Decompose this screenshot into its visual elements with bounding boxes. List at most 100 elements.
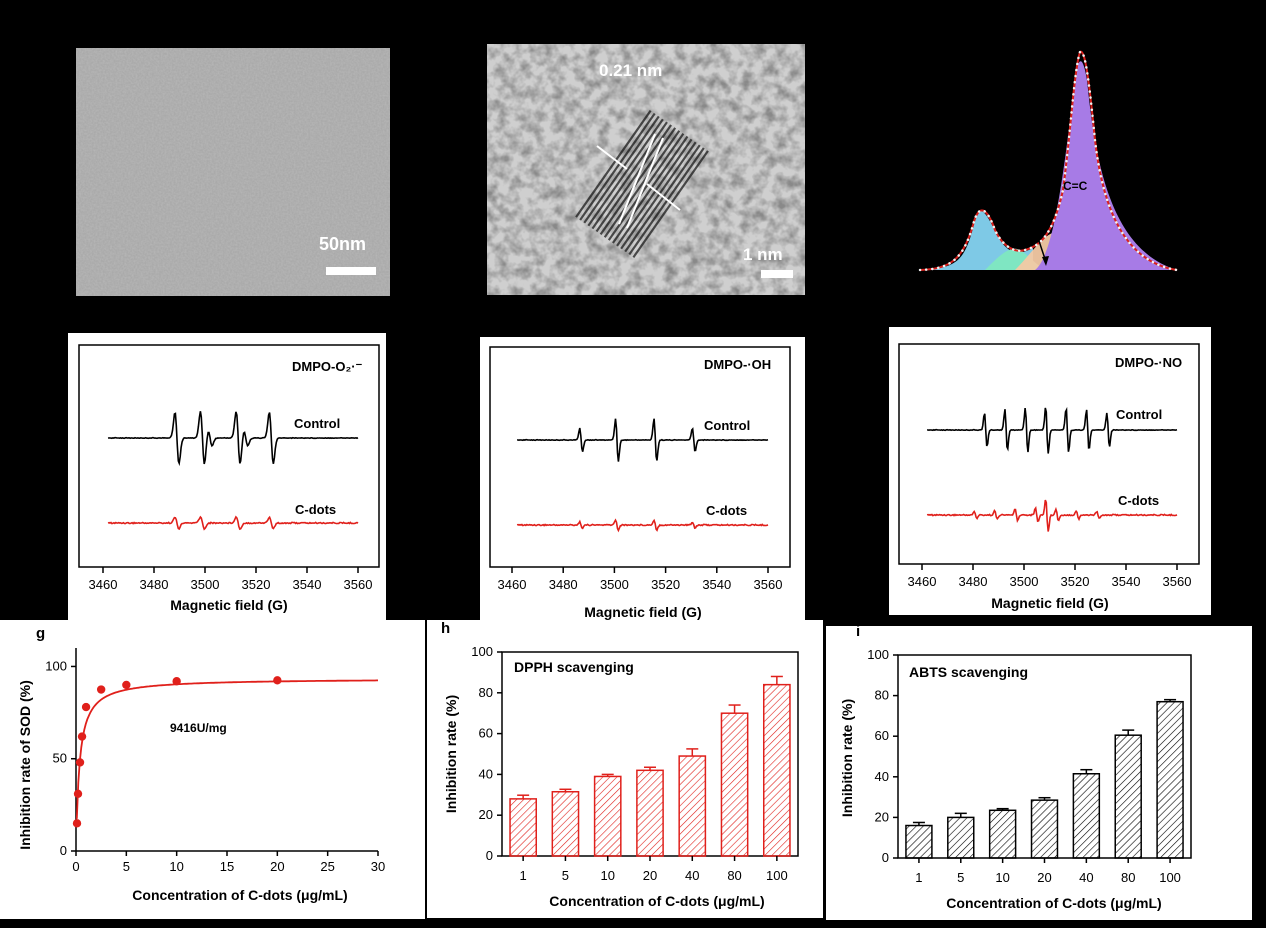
x-tick-label: 5 (123, 859, 130, 874)
bar (551, 790, 580, 857)
x-tick-label: 3520 (1061, 574, 1090, 589)
x-tick-label: 3460 (89, 577, 118, 592)
dpph-panel-h: h DPPH scavenging Concentration of C-dot… (427, 620, 823, 918)
abts-chart: i ABTS scavenging Concentration of C-dot… (839, 626, 1192, 911)
lattice-fringe-line (595, 124, 672, 233)
xps-panel: C=C (915, 40, 1185, 275)
y-tick-label: 20 (479, 807, 493, 822)
x-tick-label: 40 (685, 868, 699, 883)
xps-data-points (918, 50, 1179, 272)
bar (1030, 799, 1059, 859)
y-tick-label: 0 (486, 848, 493, 863)
legend-cdots: C-dots (1118, 493, 1159, 508)
panel-letter-i: i (856, 626, 860, 640)
x-tick-label: 3480 (959, 574, 988, 589)
data-point (96, 685, 106, 694)
fringe-arrow-left (596, 145, 628, 170)
lattice-fringe-line (632, 150, 709, 258)
data-point (122, 680, 131, 690)
data-point (172, 677, 181, 686)
bar (1072, 773, 1101, 859)
x-tick-label: 3480 (549, 577, 578, 592)
x-tick-label: 80 (1121, 870, 1135, 885)
fringe-arrow-right (646, 183, 681, 211)
lattice-fringes (575, 110, 709, 258)
x-tick-label: 3460 (498, 577, 527, 592)
x-tick-label: 3520 (651, 577, 680, 592)
x-tick-label: 0 (72, 859, 79, 874)
legend-cdots: C-dots (295, 502, 336, 517)
cdots-spectrum (926, 499, 1178, 532)
x-tick-label: 15 (220, 859, 234, 874)
abts-panel-i: i ABTS scavenging Concentration of C-dot… (826, 626, 1252, 920)
data-point (72, 819, 82, 828)
x-axis-label: Concentration of C-dots (μg/mL) (132, 887, 347, 903)
chart-title: ABTS scavenging (909, 664, 1028, 680)
lattice-fringe-line (587, 118, 664, 227)
y-tick-label: 60 (875, 728, 889, 743)
x-tick-label: 3520 (242, 577, 271, 592)
y-tick-label: 100 (867, 647, 889, 662)
y-tick-label: 0 (60, 843, 67, 858)
legend-control: Control (704, 418, 750, 433)
x-tick-label: 5 (957, 870, 964, 885)
data-point (77, 732, 87, 741)
fringe-marker-2 (626, 137, 664, 229)
x-tick-label: 3560 (344, 577, 373, 592)
epr-panel-d: DMPO-O₂·⁻ Control C-dots Magnetic field … (68, 333, 386, 620)
lattice-fringe-line (616, 138, 693, 247)
x-tick-label: 25 (320, 859, 334, 874)
lattice-fringe-line (624, 144, 701, 253)
fringe-marker-1 (618, 133, 656, 225)
lattice-fringe-line (620, 141, 697, 250)
x-tick-label: 30 (371, 859, 385, 874)
y-tick-label: 50 (53, 751, 67, 766)
x-axis-label: Magnetic field (G) (991, 595, 1108, 611)
chart-title: DPPH scavenging (514, 659, 634, 675)
x-tick-label: 3560 (754, 577, 783, 592)
x-tick-label: 3540 (293, 577, 322, 592)
lattice-fringe-line (607, 132, 685, 241)
x-axis-label: Concentration of C-dots (μg/mL) (549, 893, 764, 909)
bar (1156, 700, 1184, 859)
control-spectrum (926, 406, 1178, 454)
plot-frame (489, 346, 791, 568)
x-tick-label: 3500 (191, 577, 220, 592)
legend-control: Control (1116, 407, 1162, 422)
x-axis-label: Magnetic field (G) (170, 597, 287, 613)
tem-image: 50nm (76, 48, 390, 296)
lattice-fringe-line (575, 110, 652, 218)
hrtem-scale-bar (761, 270, 793, 278)
data-point (273, 676, 282, 685)
x-tick-label: 10 (169, 859, 183, 874)
y-tick-label: 60 (479, 726, 493, 741)
chart-title: DMPO-O₂·⁻ (292, 359, 363, 374)
lattice-fringe-line (628, 147, 705, 256)
x-tick-label: 3540 (702, 577, 731, 592)
x-tick-label: 80 (727, 868, 741, 883)
epr-chart-e: DMPO-·OH Control C-dots Magnetic field (… (489, 346, 791, 620)
x-tick-label: 3560 (1163, 574, 1192, 589)
chart-title: DMPO-·OH (704, 357, 771, 372)
lattice-fringe-line (603, 130, 681, 238)
bar (1114, 734, 1142, 859)
chart-title: DMPO-·NO (1115, 355, 1182, 370)
tem-texture (76, 48, 390, 296)
x-tick-label: 20 (270, 859, 284, 874)
hrtem-image-panel: 0.21 nm 1 nm (487, 44, 805, 295)
lattice-fringe-line (591, 121, 668, 230)
lattice-fringe-line (579, 112, 656, 221)
x-tick-label: 3460 (908, 574, 937, 589)
chart-annotation: 9416U/mg (170, 721, 227, 735)
y-tick-label: 40 (479, 766, 493, 781)
control-spectrum (107, 411, 359, 467)
lattice-fringe-line (612, 135, 689, 244)
bar (720, 712, 749, 857)
legend-cdots: C-dots (706, 503, 747, 518)
dpph-chart: h DPPH scavenging Concentration of C-dot… (441, 620, 799, 909)
x-tick-label: 1 (915, 870, 922, 885)
x-tick-label: 10 (600, 868, 614, 883)
lattice-fringe-line (599, 127, 677, 236)
xps-arrow-head (1042, 256, 1049, 266)
cdots-spectrum (107, 515, 359, 531)
